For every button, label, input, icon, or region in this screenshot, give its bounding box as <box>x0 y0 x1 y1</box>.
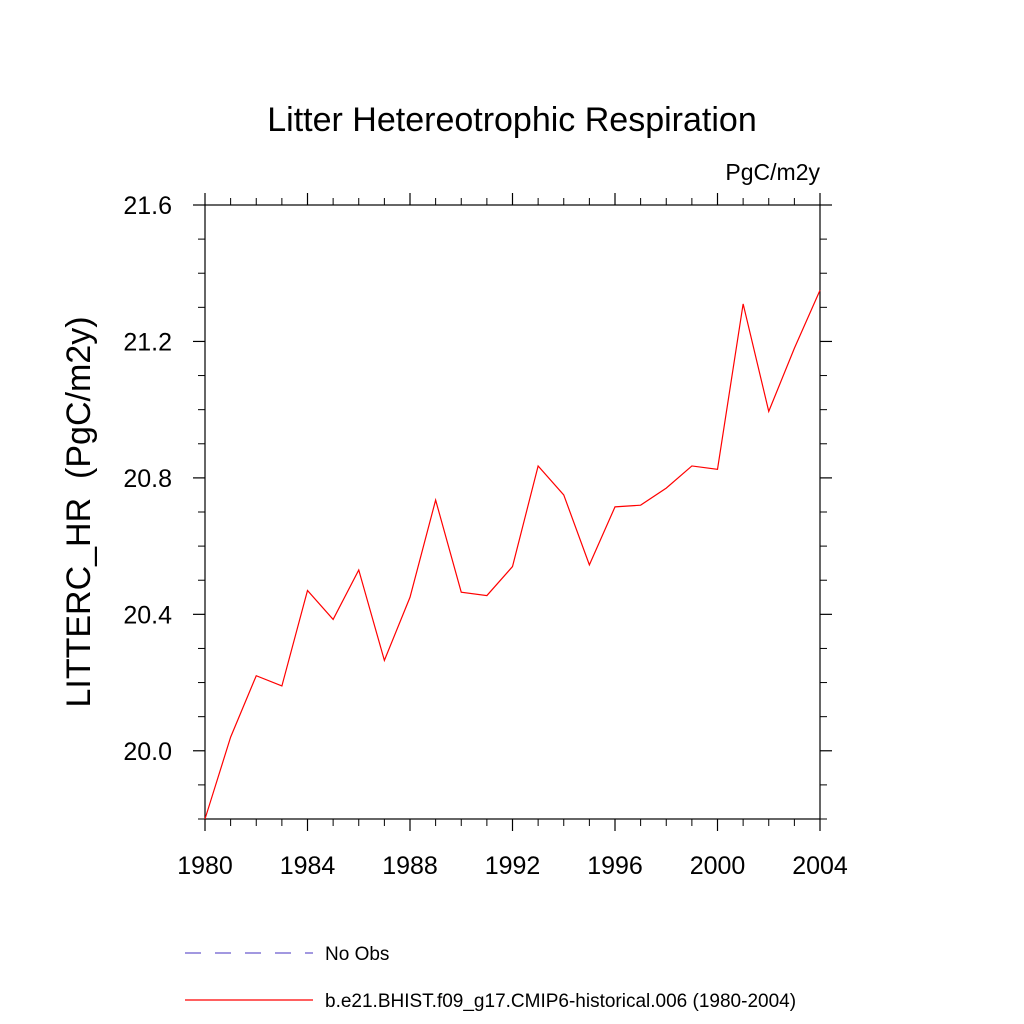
y-tick-label-4: 21.6 <box>123 192 172 220</box>
chart-title: Litter Hetereotrophic Respiration <box>267 101 756 139</box>
plot-frame <box>204 204 821 820</box>
plot-area: 1980 1984 1988 1992 1996 2000 2004 20.0 20.4 20.8… <box>123 192 848 880</box>
y-tick-label-0: 20.0 <box>123 738 172 766</box>
x-tick-label-1996: 1996 <box>587 852 643 880</box>
units-label: PgC/m2y <box>725 159 820 185</box>
y-tick-label-2: 20.8 <box>123 465 172 493</box>
legend-label-historical: b.e21.BHIST.f09_g17.CMIP6-historical.006… <box>325 991 796 1012</box>
series-layer <box>204 290 821 820</box>
x-tick-label-1988: 1988 <box>382 852 438 880</box>
x-tick-label-2004: 2004 <box>792 852 848 880</box>
legend-label-no-obs: No Obs <box>325 944 389 965</box>
series-line-0 <box>204 290 821 820</box>
legend: No Obs b.e21.BHIST.f09_g17.CMIP6-histori… <box>185 944 796 1012</box>
x-tick-label-2000: 2000 <box>690 852 746 880</box>
x-tick-label-1984: 1984 <box>280 852 336 880</box>
y-axis-label: LITTERC_HR (PgC/m2y) <box>60 316 98 707</box>
axis-ticks <box>193 193 832 831</box>
y-tick-label-3: 21.2 <box>123 328 172 356</box>
y-tick-label-1: 20.4 <box>123 601 172 629</box>
x-tick-label-1980: 1980 <box>177 852 233 880</box>
x-tick-label-1992: 1992 <box>485 852 541 880</box>
axis-tick-labels: 1980 1984 1988 1992 1996 2000 2004 20.0 20.4 20.8… <box>123 192 848 880</box>
